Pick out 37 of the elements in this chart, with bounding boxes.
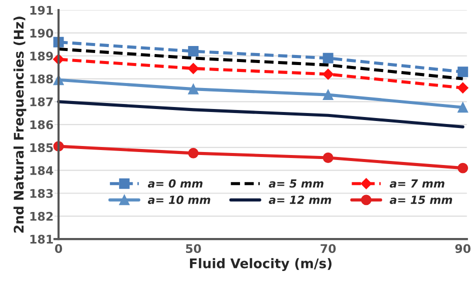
- legend-label: a= 12 mm: [268, 196, 332, 204]
- y-tick-label: 191: [30, 6, 53, 15]
- legend-label: a= 5 mm: [268, 179, 324, 188]
- y-axis-title: 2nd Natural Frequencies (Hz): [14, 16, 26, 233]
- line-series: [57, 47, 464, 80]
- y-tick-label: 182: [30, 212, 53, 221]
- point: [322, 90, 334, 100]
- point: [188, 84, 199, 94]
- y-tick-label: 189: [30, 52, 53, 61]
- y-tick-label: 186: [30, 120, 54, 130]
- x-tick-label: 90: [455, 244, 470, 254]
- point: [188, 148, 199, 158]
- x-axis-title: Fluid Velocity (m/s): [190, 258, 332, 271]
- legend-label: a= 7 mm: [390, 179, 444, 188]
- point: [458, 66, 468, 78]
- point: [322, 68, 334, 80]
- point: [322, 152, 334, 163]
- y-tick-label: 187: [30, 97, 53, 106]
- point: [322, 52, 334, 64]
- y-tick-label: 181: [30, 234, 53, 244]
- line-series: [57, 100, 464, 128]
- y-tick-label: 185: [30, 143, 53, 152]
- point: [188, 62, 199, 74]
- x-tick-label: 50: [186, 244, 201, 254]
- point: [458, 162, 468, 174]
- y-tick-label: 184: [30, 166, 54, 176]
- point: [457, 82, 468, 94]
- y-tick-label: 188: [30, 74, 53, 84]
- point: [458, 102, 468, 113]
- x-tick-label: 0: [55, 244, 62, 254]
- legend-label: a= 10 mm: [148, 196, 210, 204]
- x-tick-label: 70: [320, 244, 336, 254]
- legend-label: a= 15 mm: [390, 196, 452, 204]
- y-tick-label: 190: [30, 28, 54, 38]
- y-tick-label: 183: [30, 188, 53, 198]
- legend-label: a= 0 mm: [148, 179, 202, 188]
- point: [188, 46, 199, 57]
